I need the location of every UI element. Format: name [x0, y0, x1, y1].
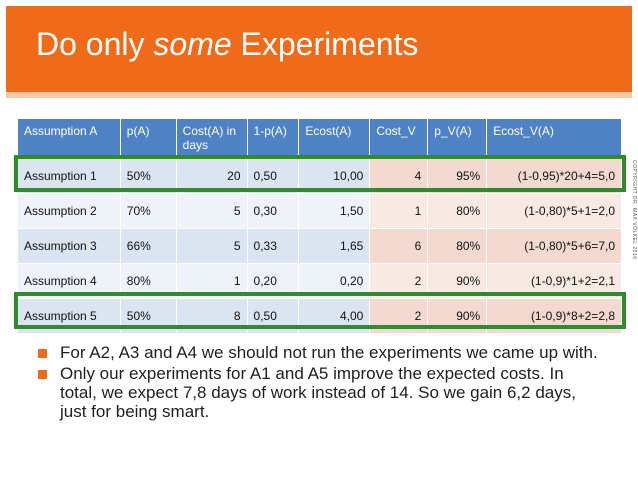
copyright-notice: COPYRIGHT DR. MAX VÖLKEL 2016 [629, 160, 638, 280]
slide-title: Do only some Experiments [36, 26, 418, 63]
table-row: Assumption 1 50% 20 0,50 10,00 4 95% (1-… [17, 158, 622, 194]
title-bar: Do only some Experiments [6, 6, 632, 92]
header-cell: p(A) [119, 118, 177, 159]
header-cell: Cost(A) in days [175, 118, 248, 159]
bullet-text: Only our experiments for A1 and A5 impro… [60, 364, 576, 421]
table-cell: (1-0,80)*5+1=2,0 [486, 193, 622, 229]
bullet-list: For A2, A3 and A4 we should not run the … [38, 343, 598, 423]
header-cell: Assumption A [17, 118, 121, 159]
table-header-row: Assumption A p(A) Cost(A) in days 1-p(A)… [17, 118, 622, 159]
table-cell: 66% [119, 228, 177, 264]
table-row: Assumption 2 70% 5 0,30 1,50 1 80% (1-0,… [17, 193, 622, 229]
header-cell: Cost_V [369, 118, 429, 159]
bullet-text: For A2, A3 and A4 we should not run the … [60, 343, 598, 362]
header-cell: p_V(A) [427, 118, 488, 159]
header-cell: Ecost(A) [298, 118, 371, 159]
table-cell: 5 [175, 193, 248, 229]
bullet-item: Only our experiments for A1 and A5 impro… [38, 364, 598, 421]
table-cell: 0,30 [246, 193, 300, 229]
header-cell: 1-p(A) [246, 118, 300, 159]
table-cell: (1-0,80)*5+6=7,0 [486, 228, 622, 264]
square-bullet-icon [38, 370, 47, 379]
table-cell: 70% [119, 193, 177, 229]
copyright-text: COPYRIGHT DR. MAX VÖLKEL 2016 [631, 160, 637, 260]
title-underline [6, 92, 632, 98]
table-cell: 5 [175, 228, 248, 264]
highlight-box-assumption-5 [14, 292, 626, 329]
table-cell: 1,50 [298, 193, 371, 229]
table-cell: Assumption 3 [17, 228, 121, 264]
square-bullet-icon [38, 349, 47, 358]
table-cell: 1,65 [298, 228, 371, 264]
table-cell: 80% [427, 193, 488, 229]
experiments-table: Assumption A p(A) Cost(A) in days 1-p(A)… [17, 118, 622, 334]
table-cell: 80% [427, 228, 488, 264]
table-row: Assumption 3 66% 5 0,33 1,65 6 80% (1-0,… [17, 228, 622, 264]
table-cell: 1 [369, 193, 429, 229]
table-cell: Assumption 2 [17, 193, 121, 229]
table-cell: 0,33 [246, 228, 300, 264]
table-cell: 6 [369, 228, 429, 264]
title-emphasis: some [153, 26, 232, 62]
title-prefix: Do only [36, 26, 154, 62]
highlight-box-assumption-1 [14, 155, 626, 192]
bullet-item: For A2, A3 and A4 we should not run the … [38, 343, 598, 362]
header-cell: Ecost_V(A) [486, 118, 622, 159]
title-suffix: Experiments [231, 26, 419, 62]
